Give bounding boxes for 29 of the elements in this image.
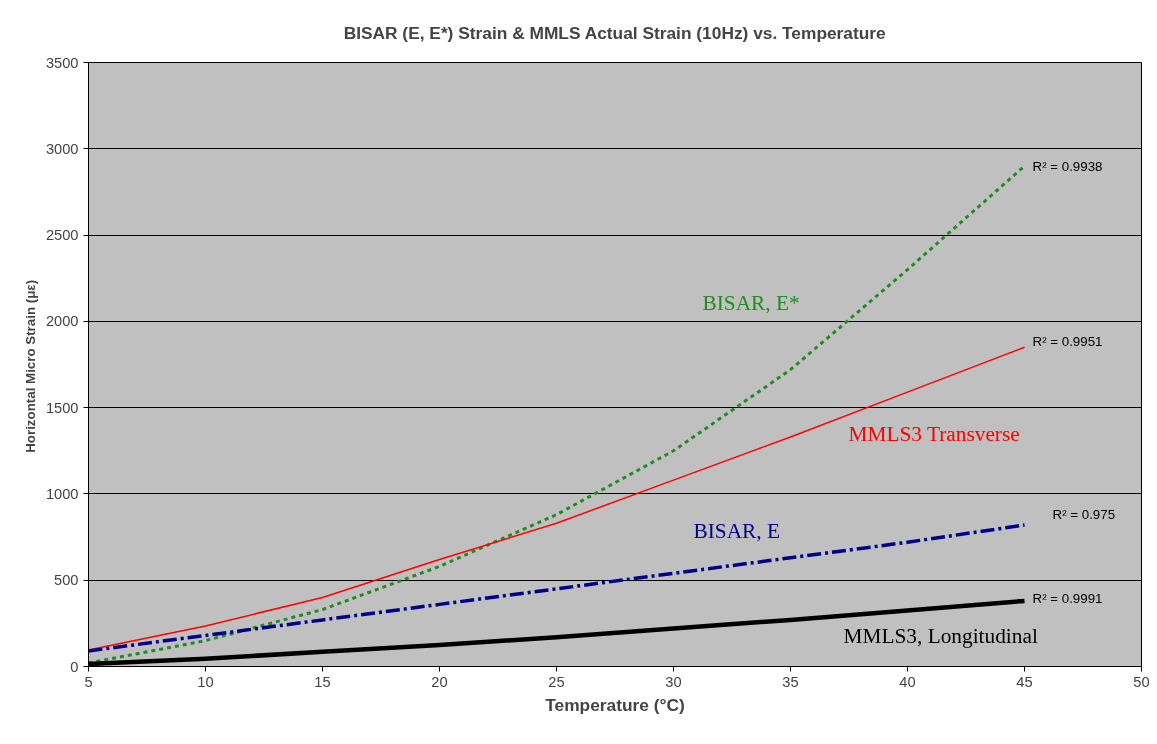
x-tick-label: 50	[1133, 673, 1150, 690]
annotation: R² = 0.9938	[1032, 158, 1103, 174]
y-tick-label: 500	[54, 572, 79, 589]
annotation: R² = 0.9951	[1032, 333, 1103, 349]
series-label: BISAR, E	[693, 518, 781, 543]
annotation: R² = 0.9991	[1032, 591, 1103, 607]
x-tick-label: 5	[84, 673, 93, 690]
x-tick-label: 10	[197, 673, 214, 690]
x-axis-title: Temperature (°C)	[545, 694, 685, 715]
y-tick-label: 3500	[45, 54, 79, 71]
x-tick-label: 15	[314, 673, 331, 690]
series-label: BISAR, E*	[702, 291, 800, 316]
x-tick-label: 20	[431, 673, 448, 690]
series-label: MMLS3, Longitudinal	[843, 623, 1038, 648]
x-tick-label: 45	[1016, 673, 1033, 690]
chart-title: BISAR (E, E*) Strain & MMLS Actual Strain (10Hz) vs. Temperature	[343, 22, 887, 43]
y-tick-label: 1000	[45, 485, 79, 502]
y-tick-label: 1500	[45, 399, 79, 416]
annotation: R² = 0.975	[1052, 507, 1116, 523]
y-tick-label: 3000	[45, 140, 79, 157]
x-tick-label: 40	[899, 673, 916, 690]
y-axis-title: Horizontal Micro Strain (με)	[22, 279, 38, 453]
y-tick-label: 2000	[45, 313, 79, 330]
y-tick-label: 0	[70, 658, 79, 675]
series-label: MMLS3 Transverse	[848, 422, 1020, 447]
y-tick-label: 2500	[45, 227, 79, 244]
x-tick-label: 35	[782, 673, 799, 690]
x-tick-label: 25	[548, 673, 565, 690]
x-tick-label: 30	[665, 673, 682, 690]
